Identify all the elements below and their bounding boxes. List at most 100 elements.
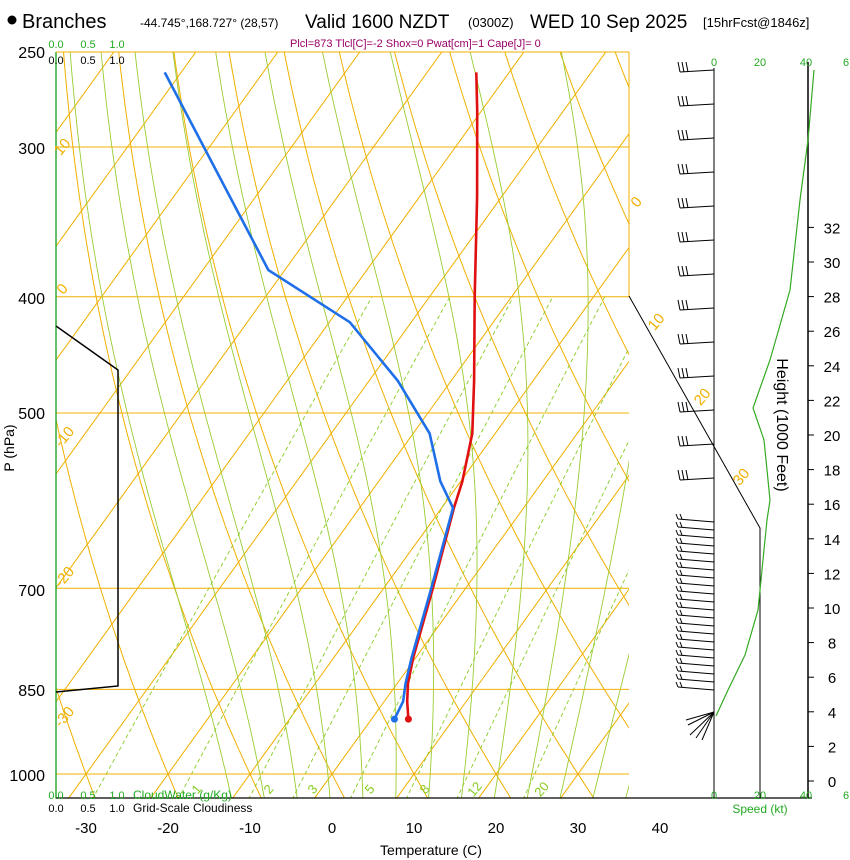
wind-barb	[675, 609, 715, 619]
pressure-tick-label: 500	[18, 406, 45, 423]
cloudwater-bottom-tick: 1.0	[109, 790, 124, 802]
dewpoint-surface-point	[390, 715, 398, 723]
dry-adiabat-line	[0, 31, 13, 800]
wind-barb	[685, 711, 715, 721]
wind-barb	[675, 593, 715, 603]
wind-barb	[677, 231, 715, 243]
wind-barb	[689, 711, 715, 736]
temperature-line	[405, 72, 479, 720]
isotherm-line	[56, 52, 525, 703]
dry-adiabat-line	[393, 52, 629, 607]
moist-adiabat-line	[172, 52, 331, 798]
wind-barb	[675, 617, 715, 627]
wind-barb	[677, 333, 715, 345]
wind-barb	[675, 537, 715, 547]
cloudiness-bottom-tick: 0.0	[48, 803, 63, 815]
height-tick-label: 20	[824, 428, 841, 445]
isotherm-label: 0	[627, 193, 645, 210]
wind-barb	[675, 561, 715, 571]
dry-adiabat-line	[504, 52, 629, 356]
wind-barb	[677, 469, 715, 481]
speed-bottom-tick: 6	[843, 790, 849, 802]
mixing-ratio-line	[92, 296, 373, 798]
wind-barb	[677, 401, 715, 413]
isotherm-line	[150, 132, 629, 798]
mixing-ratio-line	[456, 439, 629, 798]
height-tick-label: 32	[824, 220, 841, 237]
mixing-ratio-label: 12	[464, 779, 485, 800]
wind-barb	[675, 625, 715, 635]
height-axis-label: Height (1000 Feet)	[773, 358, 790, 491]
wind-barb	[675, 569, 715, 579]
wind-barb	[675, 521, 715, 531]
isotherm-line	[478, 588, 629, 798]
cloudwater-top-tick: 1.0	[109, 39, 124, 51]
dry-adiabat-line	[56, 686, 96, 798]
cloudwater-bottom-tick: 0.0	[48, 790, 63, 802]
mixing-ratio-line	[248, 296, 514, 798]
mixing-ratio-line	[523, 569, 629, 798]
speed-top-tick: 40	[800, 57, 812, 69]
pressure-tick-label: 1000	[9, 768, 45, 785]
dry-adiabat-line	[338, 52, 629, 729]
wind-barb	[677, 197, 715, 209]
mixing-ratio-line	[350, 296, 606, 798]
isotherm-label: -10	[51, 423, 78, 451]
wind-barb	[675, 529, 715, 539]
wind-barb	[677, 299, 715, 311]
wind-barb	[695, 711, 715, 739]
wind-barb	[675, 545, 715, 555]
pressure-tick-label: 850	[18, 683, 45, 700]
temperature-axis-label: Temperature (C)	[380, 842, 482, 858]
cloudiness-top-tick: 1.0	[109, 55, 124, 67]
moist-adiabat-line	[592, 652, 629, 798]
height-tick-label: 22	[824, 393, 841, 410]
wind-barb	[687, 711, 715, 726]
cloudwater-top-tick: 0.0	[48, 39, 63, 51]
dewpoint-line	[163, 71, 455, 720]
height-tick-label: 10	[824, 601, 841, 618]
height-tick-label: 6	[828, 670, 836, 687]
temperature-tick-label: 20	[488, 820, 505, 837]
pressure-tick-label: 700	[18, 583, 45, 600]
temperature-tick-label: 10	[406, 820, 423, 837]
height-tick-label: 12	[824, 566, 841, 583]
pressure-tick-label: 250	[18, 45, 45, 62]
wind-barb	[677, 95, 715, 107]
moist-adiabat-line	[559, 459, 629, 798]
temperature-tick-label: 0	[328, 820, 336, 837]
wind-barb	[677, 163, 715, 175]
wind-barb	[677, 61, 715, 73]
mixing-ratio-label: 8	[416, 782, 432, 797]
isotherm-label: 10	[51, 135, 75, 159]
height-tick-label: 4	[828, 705, 836, 722]
mixing-ratio-line	[292, 296, 554, 798]
cloudiness-top-tick: 0.0	[48, 55, 63, 67]
wind-speed-line	[715, 69, 815, 717]
wind-barb	[675, 513, 715, 523]
wind-barb	[675, 641, 715, 651]
wind-panel-outline	[628, 295, 761, 798]
isotherm-line	[56, 52, 361, 475]
isotherm-label: 20	[691, 385, 715, 409]
height-tick-label: 28	[824, 290, 841, 307]
height-tick-label: 30	[824, 255, 841, 272]
wind-barb	[675, 681, 715, 691]
speed-axis-label: Speed (kt)	[732, 802, 787, 816]
speed-bottom-tick: 20	[754, 790, 766, 802]
wind-barb	[675, 665, 715, 675]
pressure-tick-label: 400	[18, 291, 45, 308]
mixing-ratio-line	[406, 346, 629, 798]
moist-adiabat-line	[264, 52, 397, 798]
mixing-ratio-label: 20	[531, 779, 552, 800]
cloudiness-bottom-tick: 1.0	[109, 803, 124, 815]
wind-barb	[675, 601, 715, 611]
moist-adiabat-line	[100, 52, 265, 798]
height-tick-label: 2	[828, 739, 836, 756]
temperature-surface-point	[404, 715, 412, 723]
wind-barb	[675, 649, 715, 659]
wind-barb	[677, 265, 715, 277]
wind-barb	[675, 585, 715, 595]
moist-adiabat-line	[322, 52, 435, 798]
